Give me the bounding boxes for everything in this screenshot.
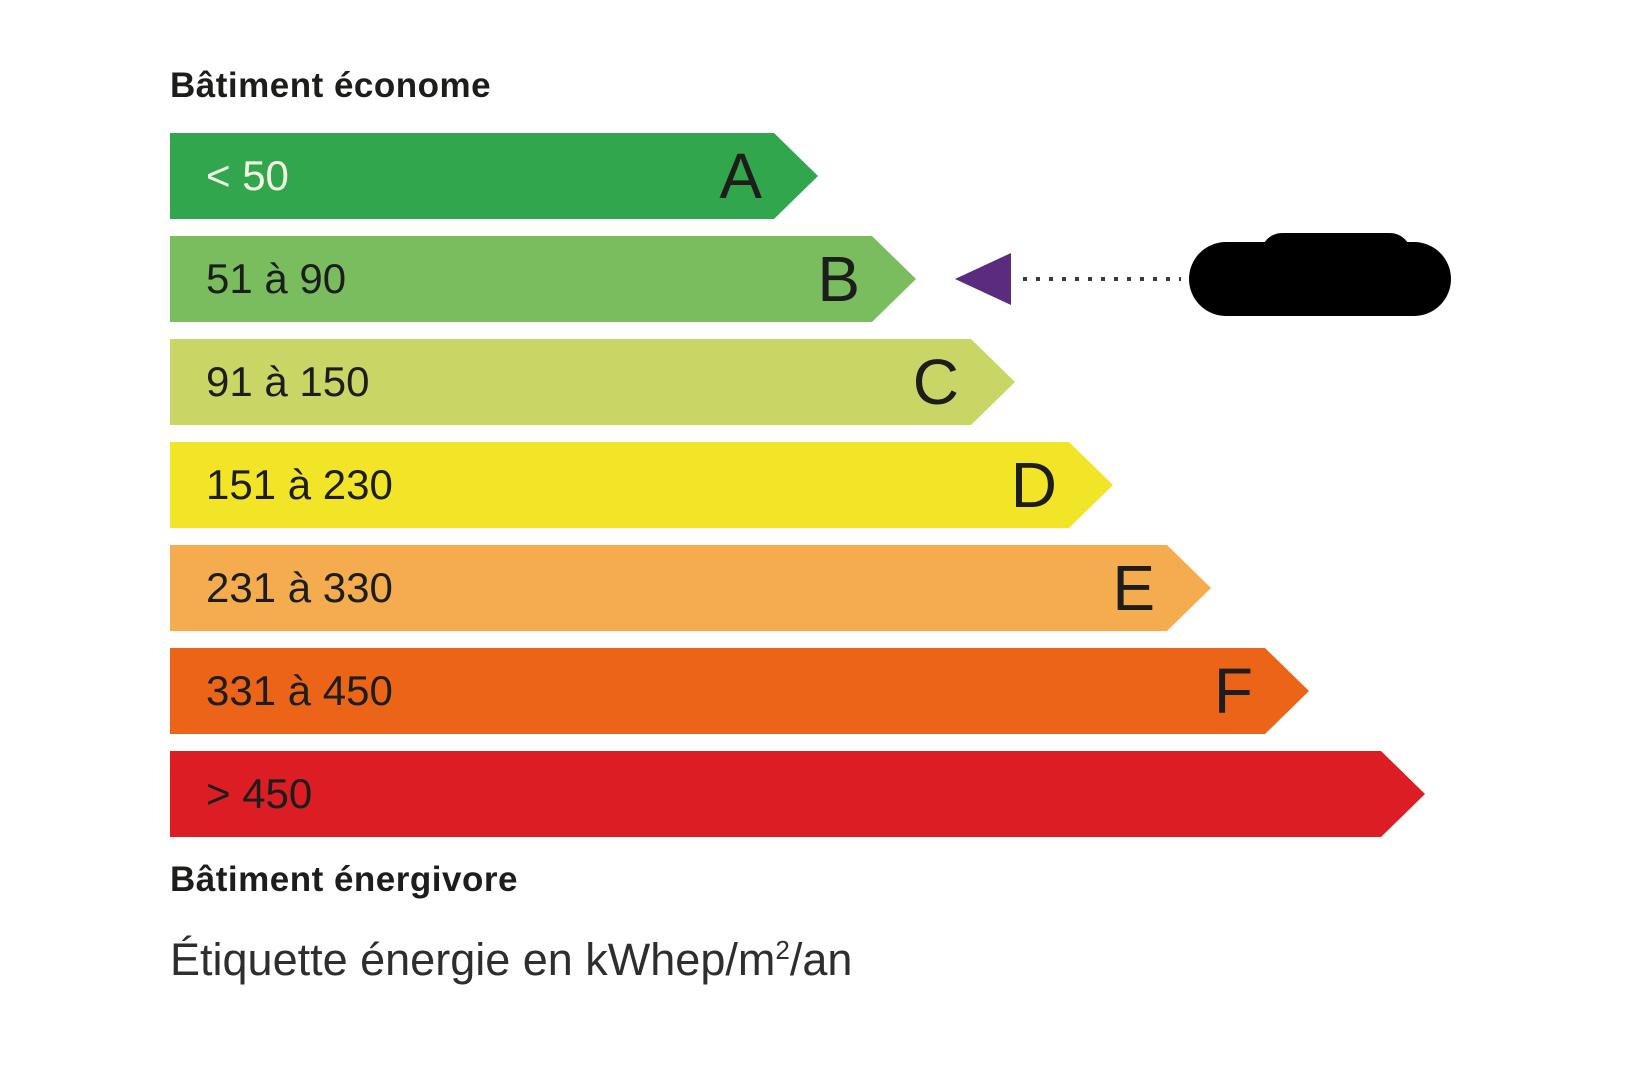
dotted-leader-line <box>1023 277 1181 281</box>
energy-range-label-G: > 450 <box>206 770 313 817</box>
caption-superscript: 2 <box>775 935 790 965</box>
current-rating-marker <box>955 233 1451 322</box>
energy-range-label-B: 51 à 90 <box>206 255 347 302</box>
energy-class-letter-D: D <box>1010 449 1057 521</box>
energy-class-bar-F: 331 à 450 F <box>170 648 1309 734</box>
energy-class-bar-A: < 50 A <box>170 133 818 219</box>
energy-range-label-A: < 50 <box>206 152 289 199</box>
energy-class-letter-B: B <box>817 243 860 315</box>
energy-class-letter-C: C <box>912 346 959 418</box>
energy-range-label-E: 231 à 330 <box>206 564 393 611</box>
energy-class-letter-F: F <box>1213 655 1253 727</box>
economical-building-label: Bâtiment économe <box>170 66 492 105</box>
energy-range-label-F: 331 à 450 <box>206 667 393 714</box>
energy-class-bar-E: 231 à 330 E <box>170 545 1211 631</box>
energy-label-caption: Étiquette énergie en kWhep/m2/an <box>170 934 852 986</box>
energy-class-bar-G: > 450 <box>170 751 1425 837</box>
caption-suffix: /an <box>789 934 853 985</box>
energy-class-letter-E: E <box>1112 552 1155 624</box>
caption-text: Étiquette énergie en kWhep/m <box>170 934 776 985</box>
energy-intensive-building-label: Bâtiment énergivore <box>170 860 518 899</box>
energy-range-label-C: 91 à 150 <box>206 358 370 405</box>
energy-class-bar-C: 91 à 150 C <box>170 339 1015 425</box>
energy-class-letter-A: A <box>719 140 762 212</box>
energy-scale: < 50 A 51 à 90 B 91 à 150 C 151 à 230 D 231 à 33… <box>170 133 1490 863</box>
left-arrow-icon <box>955 253 1011 305</box>
energy-range-label-D: 151 à 230 <box>206 461 393 508</box>
redacted-value <box>1189 233 1451 316</box>
energy-class-bar-B: 51 à 90 B <box>170 236 916 322</box>
energy-class-bar-D: 151 à 230 D <box>170 442 1113 528</box>
